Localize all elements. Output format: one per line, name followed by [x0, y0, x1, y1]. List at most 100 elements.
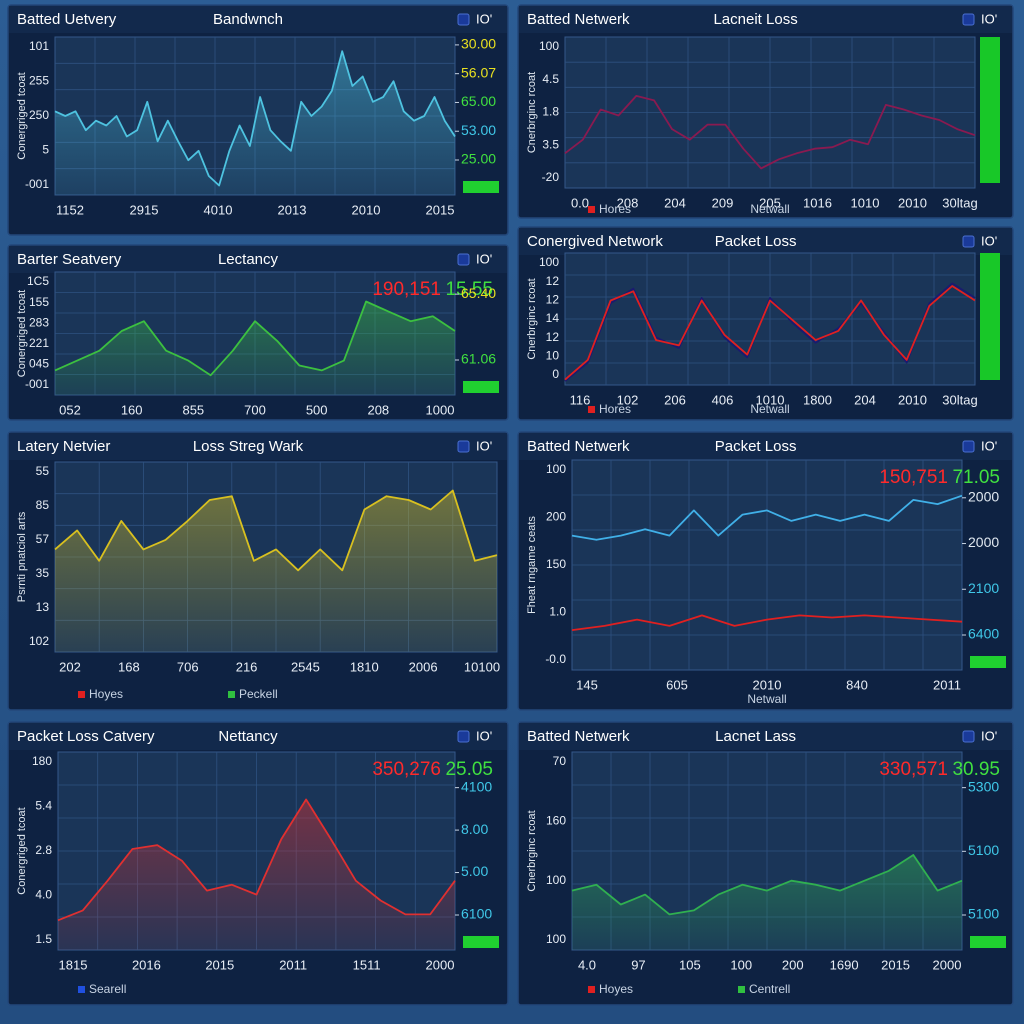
x-tick-label: 206 — [664, 392, 686, 407]
x-axis-label: Netwall — [750, 202, 789, 216]
panel-subtitle: Loss Streg Wark — [193, 438, 304, 455]
panel-subtitle: Lacneit Loss — [713, 11, 797, 28]
panel-header — [9, 433, 507, 460]
line-series — [564, 285, 976, 381]
y-tick-label: 150 — [546, 557, 566, 571]
x-tick-label: 202 — [59, 659, 81, 674]
panel-icon: IO' — [981, 728, 997, 743]
panel-icon-box — [457, 730, 470, 743]
panel-icon: IO' — [981, 233, 997, 248]
readout: 15.55 — [445, 279, 493, 300]
x-tick-label: 2545 — [291, 659, 320, 674]
panel-header — [9, 6, 507, 33]
x-tick-label: 1010 — [851, 195, 880, 210]
y-tick-label: 1.0 — [549, 605, 566, 619]
panel-title: Latery Netvier — [17, 438, 110, 455]
x-tick-label: 2010 — [898, 195, 927, 210]
x-tick-label: 4.0 — [578, 957, 596, 972]
line-series — [57, 798, 456, 922]
y-axis-label: Cnerbrginc rcoat — [526, 72, 538, 153]
legend-swatch — [228, 691, 235, 698]
panel-icon-box — [962, 13, 975, 26]
x-tick-label: 1800 — [803, 392, 832, 407]
line-series — [564, 282, 976, 382]
panel-header — [519, 433, 1012, 460]
legend-label: Hoyes — [89, 687, 123, 701]
x-tick-label: 1000 — [426, 402, 455, 417]
panel: Latery Netvier Loss Streg Wark IO' 55 85 57 35… — [7, 431, 509, 711]
status-badge — [970, 936, 1006, 948]
y-tick-label: 100 — [546, 462, 566, 476]
panel-subtitle: Packet Loss — [715, 438, 797, 455]
right-label: 5100 — [968, 906, 999, 922]
panel: Conergived Network Packet Loss IO'10012121… — [517, 226, 1014, 421]
y-tick-label: 55 — [36, 464, 50, 478]
x-tick-label: 10100 — [464, 659, 500, 674]
y-tick-label: 100 — [539, 39, 559, 53]
x-tick-label: 2000 — [933, 957, 962, 972]
readout: 350,276 — [372, 759, 441, 780]
panel-title: Batted Netwerk — [527, 11, 630, 28]
x-tick-label: 840 — [846, 677, 868, 692]
panel-icon: IO' — [476, 251, 492, 266]
y-axis-label: Fheat rngame ceats — [526, 516, 538, 614]
y-tick-label: 12 — [546, 330, 560, 344]
right-label: 30.00 — [461, 36, 496, 52]
right-label: 4100 — [461, 778, 492, 794]
panel: Batted Uetvery Bandwnch IO' 101 255 250 5 -001 C… — [7, 4, 509, 236]
y-tick-label: 85 — [36, 498, 50, 512]
x-tick-label: 100 — [730, 957, 752, 972]
x-tick-label: 97 — [631, 957, 645, 972]
panel-subtitle: Lectancy — [218, 251, 279, 268]
x-tick-label: 102 — [617, 392, 639, 407]
legend-label: Peckell — [239, 687, 278, 701]
y-tick-label: 5 — [42, 143, 49, 157]
x-axis-label: Netwall — [747, 692, 786, 706]
right-label: 61.06 — [461, 351, 496, 367]
right-label: 2100 — [968, 580, 999, 596]
y-tick-label: 160 — [546, 814, 566, 828]
panel-subtitle: Nettancy — [218, 728, 278, 745]
x-tick-label: 406 — [712, 392, 734, 407]
x-tick-label: 216 — [236, 659, 258, 674]
right-label: 65.00 — [461, 93, 496, 109]
legend-swatch — [588, 206, 595, 213]
x-tick-label: 145 — [576, 677, 598, 692]
y-tick-label: -001 — [25, 177, 49, 191]
readout: 330,571 — [879, 759, 948, 780]
right-label: 65.40 — [461, 285, 496, 301]
status-badge — [970, 656, 1006, 668]
readout: 25.05 — [445, 759, 493, 780]
x-tick-label: 1815 — [59, 957, 88, 972]
panel: Barter Seatvery Lectancy IO' 1C5 155 283 221 04… — [7, 244, 509, 421]
right-label: 6400 — [968, 626, 999, 642]
status-badge — [463, 181, 499, 193]
right-label: 8.00 — [461, 821, 488, 837]
right-label: 5100 — [968, 842, 999, 858]
panel-subtitle: Bandwnch — [213, 11, 283, 28]
area-fill — [572, 855, 962, 950]
panel-icon: IO' — [476, 11, 492, 26]
x-tick-label: 2000 — [426, 957, 455, 972]
panel-icon-box — [962, 235, 975, 248]
panel-icon: IO' — [981, 11, 997, 26]
panel: Batted Netwerk Packet Loss IO' 100 200 150 1.0… — [517, 431, 1014, 711]
line-series — [571, 494, 963, 541]
panel-header — [519, 6, 1012, 33]
line-series — [54, 300, 456, 377]
x-tick-label: 30ltag — [942, 392, 977, 407]
legend-swatch — [738, 986, 745, 993]
right-label: 2000 — [968, 489, 999, 505]
x-tick-label: 4010 — [204, 202, 233, 217]
x-tick-label: 855 — [182, 402, 204, 417]
y-tick-label: 155 — [29, 295, 49, 309]
y-tick-label: 101 — [29, 39, 49, 53]
panel-title: Barter Seatvery — [17, 251, 122, 268]
y-tick-label: 5.4 — [35, 799, 52, 813]
y-tick-label: 3.5 — [542, 137, 559, 151]
panel-icon: IO' — [981, 438, 997, 453]
line-series — [571, 614, 963, 631]
area-fill — [58, 799, 455, 950]
x-tick-label: 208 — [617, 195, 639, 210]
y-axis-label: Conergriged tcoat — [16, 72, 28, 159]
